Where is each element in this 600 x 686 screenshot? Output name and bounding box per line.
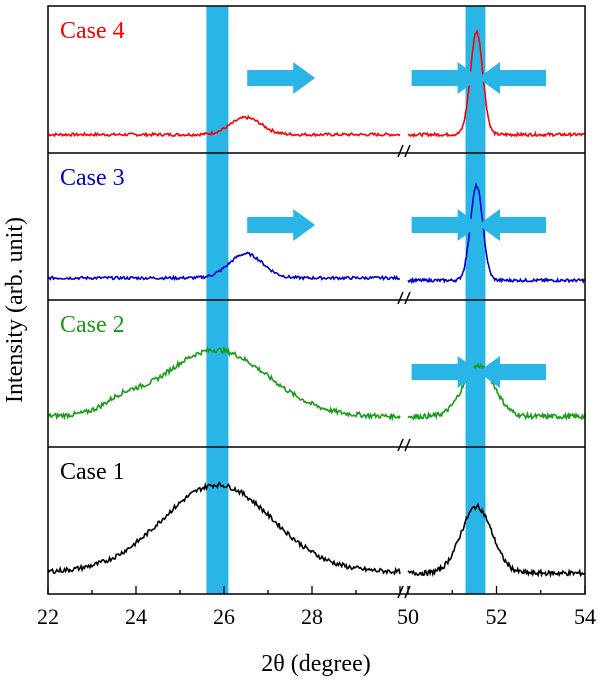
arrow-right-icon — [411, 356, 480, 388]
axis-break-mark — [404, 144, 411, 158]
arrow-right-icon — [247, 62, 316, 94]
series-line-case-3-low — [47, 251, 401, 282]
x-tick-label: 22 — [37, 604, 59, 629]
x-tick-label: 26 — [213, 604, 235, 629]
axis-break-mark — [397, 144, 404, 158]
axis-break-mark — [404, 291, 411, 305]
arrow-right-icon — [247, 209, 316, 241]
series-line-case-4-high — [407, 29, 586, 138]
arrow-left-icon — [477, 209, 546, 241]
x-axis: 22 24 26 28 50 52 54 — [37, 586, 596, 629]
case-labels: Case 4 Case 3 Case 2 Case 1 — [60, 18, 125, 485]
arrow-left-icon — [477, 356, 546, 388]
series-line-case-4-low — [47, 114, 401, 138]
arrow-left-icon — [477, 62, 546, 94]
x-axis-title: 2θ (degree) — [261, 651, 370, 677]
arrow-right-icon — [411, 209, 480, 241]
case-label: Case 3 — [60, 165, 125, 191]
x-tick-label: 28 — [301, 604, 323, 629]
x-tick-label: 54 — [574, 604, 596, 629]
series-line-case-3-high — [407, 182, 586, 285]
x-tick-label: 50 — [397, 604, 419, 629]
x-tick-label: 52 — [486, 604, 508, 629]
series-line-case-2-low — [47, 345, 401, 422]
case-label: Case 1 — [60, 459, 125, 485]
arrow-right-icon — [411, 62, 480, 94]
shift-arrows — [247, 62, 546, 388]
x-tick-label: 24 — [125, 604, 147, 629]
axis-break-mark — [404, 438, 411, 452]
series-line-case-2-high — [407, 362, 586, 421]
curves — [47, 29, 586, 579]
case-label: Case 4 — [60, 18, 125, 44]
axis-break-mark — [397, 291, 404, 305]
case-label: Case 2 — [60, 312, 125, 338]
series-line-case-1-high — [407, 502, 586, 579]
series-line-case-1-low — [47, 481, 401, 576]
y-axis-title: Intensity (arb. unit) — [2, 217, 28, 403]
panel-frames — [47, 5, 586, 599]
axis-break-mark — [397, 438, 404, 452]
